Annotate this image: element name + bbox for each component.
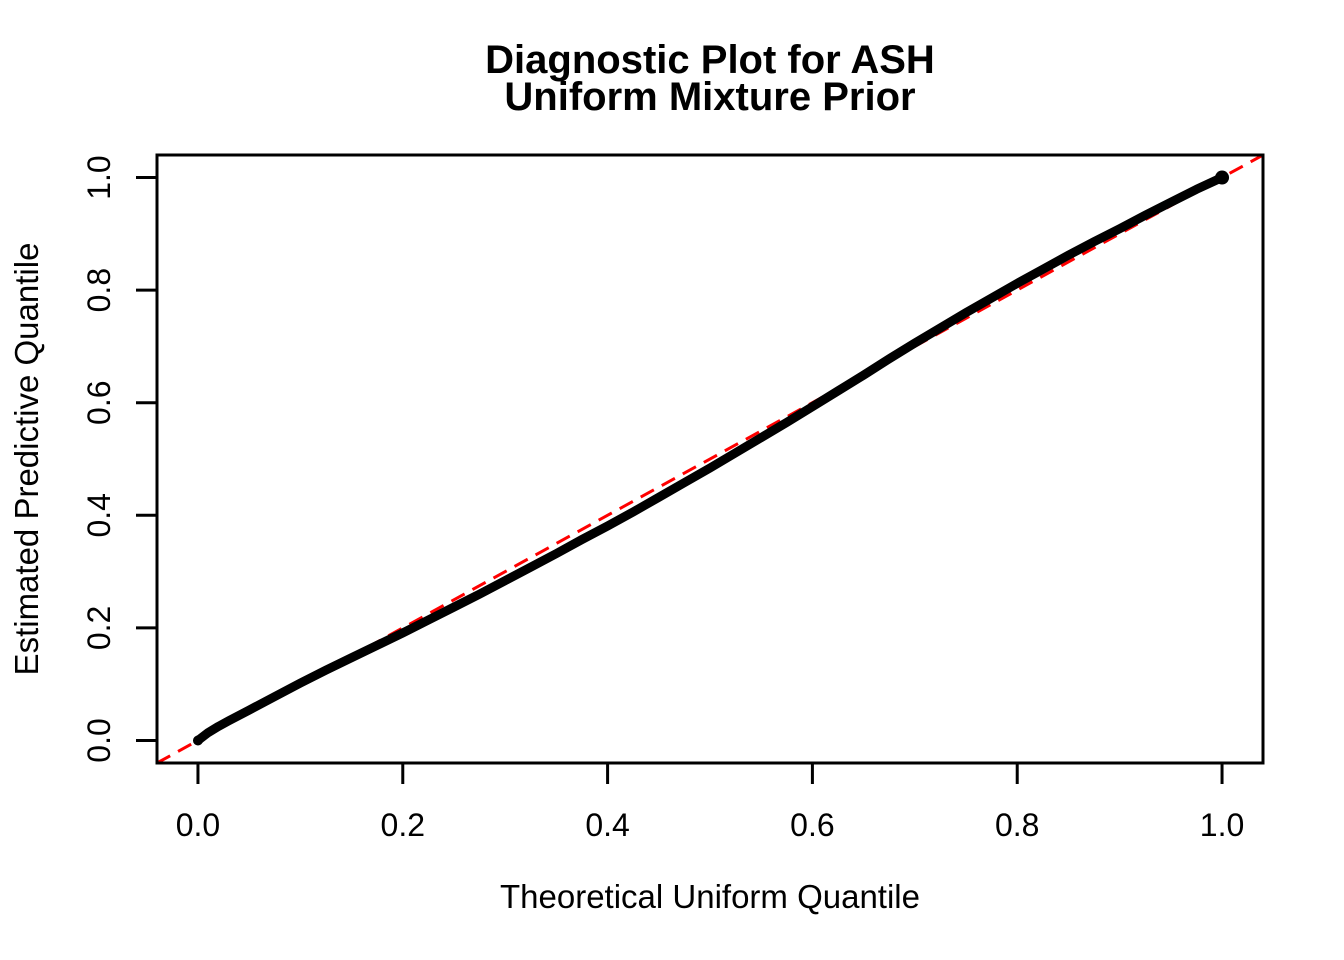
qq-curve (193, 173, 1227, 745)
curve-start-dot (192, 735, 203, 746)
y-tick-label: 0.2 (81, 606, 117, 650)
curve-end-dot (1215, 170, 1230, 185)
y-tick-label: 1.0 (81, 155, 117, 199)
chart-title-line-2: Uniform Mixture Prior (504, 75, 915, 119)
x-tick-label: 0.2 (381, 807, 425, 843)
x-tick-label: 0.8 (995, 807, 1039, 843)
y-tick-label: 0.6 (81, 380, 117, 424)
x-axis-title: Theoretical Uniform Quantile (500, 878, 920, 915)
x-tick-label: 1.0 (1200, 807, 1244, 843)
y-tick-label: 0.4 (81, 493, 117, 537)
reference-diagonal-line (156, 153, 1264, 765)
x-axis: 0.0 0.2 0.4 0.6 0.8 1.0 (176, 763, 1244, 843)
y-tick-label: 0.0 (81, 718, 117, 762)
y-axis-title: Estimated Predictive Quantile (8, 243, 45, 676)
y-tick-label: 0.8 (81, 268, 117, 312)
plot-box (155, 153, 1265, 765)
chart-title-line-1: Diagnostic Plot for ASH (485, 38, 935, 82)
x-tick-label: 0.0 (176, 807, 220, 843)
y-axis: 0.0 0.2 0.4 0.6 0.8 1.0 (81, 155, 157, 763)
x-tick-label: 0.6 (790, 807, 834, 843)
x-tick-label: 0.4 (585, 807, 629, 843)
